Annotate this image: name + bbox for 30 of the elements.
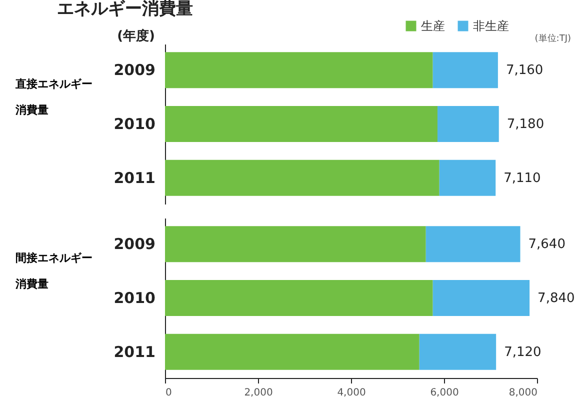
chart-title: エネルギー消費量 bbox=[57, 0, 193, 19]
bar bbox=[165, 52, 433, 88]
legend-label: 生産 bbox=[421, 19, 445, 33]
y-tick-label: 2009 bbox=[114, 61, 156, 80]
bar bbox=[437, 106, 499, 142]
x-tick-label: 0 bbox=[166, 388, 172, 398]
y-tick-label: 2011 bbox=[114, 342, 156, 361]
y-tick-label: 2011 bbox=[114, 168, 156, 187]
total-label: 7,840 bbox=[538, 291, 575, 306]
text: (年度) bbox=[117, 28, 155, 44]
bar bbox=[432, 52, 498, 88]
total-label: 7,180 bbox=[506, 117, 544, 132]
y-axis-title: 直接エネルギー消費量 bbox=[14, 78, 92, 116]
x-tick-label: 8,000 bbox=[508, 388, 538, 398]
y-tick-label: 2009 bbox=[114, 235, 156, 254]
x-tick-label: 2,000 bbox=[244, 388, 273, 398]
bar bbox=[439, 160, 496, 196]
bar bbox=[165, 160, 440, 196]
total-label: 7,640 bbox=[528, 237, 566, 252]
total-label: 7,110 bbox=[504, 170, 541, 186]
x-tick-label: 4,000 bbox=[337, 388, 366, 398]
bar bbox=[165, 106, 438, 142]
total-label: 7,160 bbox=[506, 63, 544, 78]
y-tick-label: 2010 bbox=[114, 289, 156, 307]
total-label: 7,120 bbox=[504, 344, 542, 360]
legend-label: 非生産 bbox=[473, 19, 509, 33]
y-axis-title: 間接エネルギー消費量 bbox=[14, 252, 92, 290]
text: (単位:TJ) bbox=[534, 33, 571, 44]
x-tick-label: 6,000 bbox=[430, 388, 459, 398]
y-tick-label: 2010 bbox=[114, 115, 156, 133]
